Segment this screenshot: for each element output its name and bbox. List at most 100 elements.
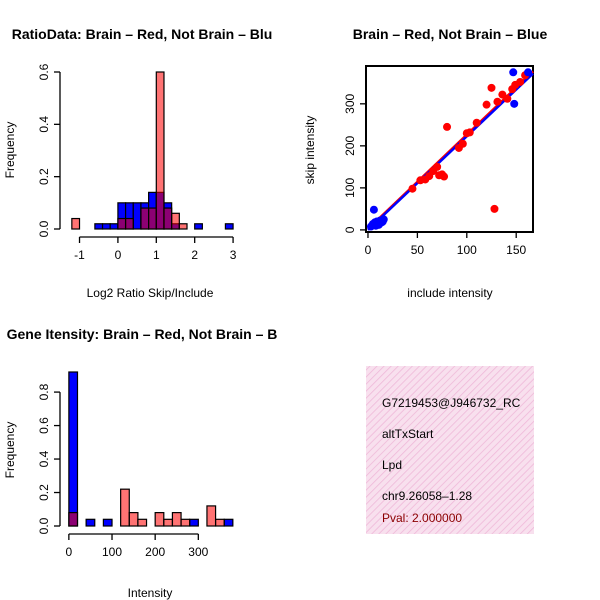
brain-point <box>465 128 474 137</box>
intensity-histogram-bars <box>68 371 234 527</box>
intensity-histogram-brain-bar <box>128 512 139 527</box>
intensity-histogram-y-label: Frequency <box>3 422 17 479</box>
ratio-histogram-not-brain-bar <box>101 223 111 230</box>
scatter-x-tick-label: 50 <box>411 243 425 257</box>
intensity-histogram-y-tick-label: 0.4 <box>37 450 51 467</box>
not-brain-point <box>369 205 378 214</box>
not-brain-point <box>524 68 533 77</box>
ratio-histogram-brain-bar <box>148 207 157 230</box>
scatter-x-label: include intensity <box>407 286 492 300</box>
ratio-histogram-brain-bar <box>155 71 165 230</box>
ratio-histogram-bars <box>71 71 234 230</box>
ratio-histogram-not-brain-bar <box>94 223 104 230</box>
intensity-histogram-brain-bar <box>171 512 182 527</box>
scatter-title: Brain – Red, Not Brain – Blue <box>353 26 548 42</box>
intensity-histogram-brain-bar <box>163 518 174 527</box>
intensity-histogram-brain-bar <box>206 505 217 527</box>
scatter-y-label: skip intensity <box>303 116 317 185</box>
intensity-histogram-y-axis: 0.0 0.2 0.4 0.6 0.8 <box>37 383 61 534</box>
p-value: Pval: 2.000000 <box>382 511 462 525</box>
ratio-histogram-x-tick-label: 0 <box>115 248 122 262</box>
ratio-histogram-y-tick-label: 0.2 <box>37 168 51 185</box>
brain-point <box>487 83 496 92</box>
event-info-panel: G7219453@J946732_RC altTxStart Lpd chr9.… <box>366 366 534 534</box>
ratio-histogram-x-tick-label: 1 <box>153 248 160 262</box>
intensity-histogram-brain-bar <box>137 518 148 527</box>
gene-name: Lpd <box>382 458 402 472</box>
ratio-histogram-x-tick-label: 2 <box>191 248 198 262</box>
intensity-histogram-not-brain-bar <box>102 518 113 527</box>
ratio-histogram-not-brain-bar <box>132 202 142 230</box>
ratio-histogram-x-tick-label: 3 <box>230 248 237 262</box>
intensity-histogram-brain-bar <box>120 488 130 527</box>
ratio-histogram-brain-bar <box>171 212 180 230</box>
event-id: G7219453@J946732_RC <box>382 396 521 410</box>
ratio-histogram-brain-bar <box>163 207 173 230</box>
intensity-histogram-x-tick-label: 100 <box>102 545 122 559</box>
ratio-histogram-brain-bar <box>140 207 150 230</box>
intensity-histogram-not-brain-bar <box>68 371 79 527</box>
intensity-histogram-y-tick-label: 0.8 <box>37 383 51 400</box>
ratio-histogram-y-axis: 0.0 0.2 0.4 0.6 <box>37 63 61 237</box>
scatter-y-tick-label: 100 <box>343 178 357 198</box>
intensity-histogram-brain-bar <box>68 512 79 527</box>
intensity-histogram-title: Gene Itensity: Brain – Red, Not Brain – … <box>7 326 278 342</box>
ratio-histogram-not-brain-bar <box>224 223 234 230</box>
ratio-histogram-y-tick-label: 0.0 <box>37 220 51 237</box>
ratio-histogram-y-label: Frequency <box>3 122 17 179</box>
scatter-y-tick-label: 300 <box>343 93 357 113</box>
scatter-y-tick-label: 0 <box>343 226 357 233</box>
intensity-histogram-x-tick-label: 300 <box>188 545 208 559</box>
ratio-histogram-title: RatioData: Brain – Red, Not Brain – Blu <box>12 26 273 42</box>
brain-point <box>433 162 442 171</box>
scatter-x-axis: 0 50 100 150 <box>365 232 527 257</box>
scatter-x-tick-label: 0 <box>365 243 372 257</box>
intensity-histogram-panel: Gene Itensity: Brain – Red, Not Brain – … <box>3 326 277 600</box>
intensity-histogram-not-brain-bar <box>223 518 234 527</box>
scatter-x-tick-label: 100 <box>457 243 477 257</box>
brain-point <box>516 77 525 86</box>
ratio-histogram-brain-bar <box>117 217 127 230</box>
not-brain-point <box>510 99 519 108</box>
not-brain-point <box>379 215 388 224</box>
scatter-plot-box <box>365 65 534 233</box>
ratio-histogram-not-brain-bar <box>109 223 119 230</box>
ratio-histogram-brain-bar <box>71 217 81 230</box>
event-type: altTxStart <box>382 427 434 441</box>
info-panel-background <box>366 366 534 534</box>
info-panel-clip <box>534 366 600 534</box>
ratio-histogram-x-tick-label: -1 <box>74 248 85 262</box>
intensity-histogram-y-tick-label: 0.6 <box>37 417 51 434</box>
brain-point <box>482 100 491 109</box>
intensity-histogram-x-label: Intensity <box>128 586 173 600</box>
intensity-histogram-x-tick-label: 200 <box>145 545 165 559</box>
scatter-y-axis: 0 100 200 300 <box>343 93 366 233</box>
scatter-points <box>366 68 533 231</box>
intensity-histogram-y-tick-label: 0.0 <box>37 517 51 534</box>
brain-point <box>443 122 452 131</box>
scatter-x-tick-label: 150 <box>506 243 526 257</box>
intensity-histogram-x-tick-label: 0 <box>66 545 73 559</box>
intensity-histogram-brain-bar <box>154 512 165 527</box>
brain-point <box>408 184 417 193</box>
ratio-histogram-y-tick-label: 0.4 <box>37 116 51 133</box>
brain-point <box>472 118 481 127</box>
intensity-scatter-panel: Brain – Red, Not Brain – Blue 0 50 100 150 … <box>303 26 547 300</box>
genomic-location: chr9.26058–1.28 <box>382 489 472 503</box>
ratio-histogram-brain-bar <box>178 223 188 230</box>
ratio-histogram-x-axis: -1 0 1 2 3 <box>74 236 237 262</box>
ratio-histogram-not-brain-bar <box>194 223 203 230</box>
scatter-y-tick-label: 200 <box>343 136 357 156</box>
intensity-histogram-brain-bar <box>214 518 225 527</box>
ratio-histogram-brain-bar <box>124 217 134 230</box>
brain-point <box>490 204 499 213</box>
ratio-histogram-x-label: Log2 Ratio Skip/Include <box>87 286 214 300</box>
not-brain-point <box>509 68 518 77</box>
brain-point <box>503 94 512 103</box>
intensity-histogram-brain-bar <box>180 518 191 527</box>
brain-point <box>493 97 502 106</box>
brain-point <box>440 172 449 181</box>
intensity-histogram-y-tick-label: 0.2 <box>37 484 51 501</box>
ratio-histogram-panel: RatioData: Brain – Red, Not Brain – Blu … <box>3 26 272 300</box>
